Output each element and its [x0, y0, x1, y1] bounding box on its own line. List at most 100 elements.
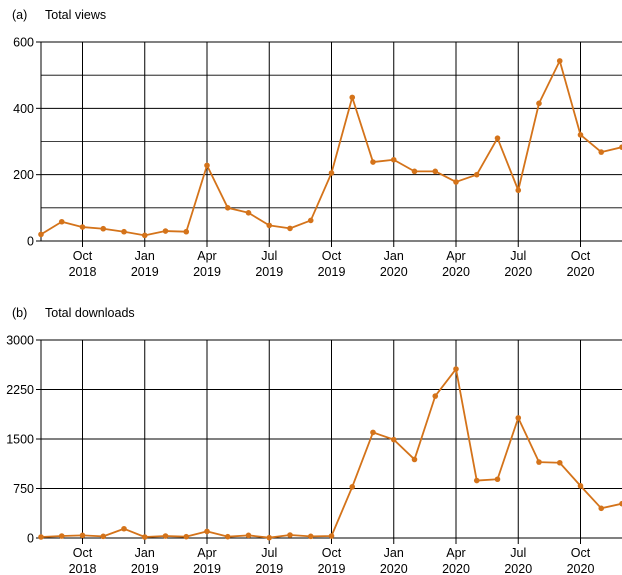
data-point [287, 532, 293, 538]
data-point [307, 217, 314, 224]
data-point [619, 500, 622, 507]
data-point [183, 228, 190, 235]
data-point [224, 533, 231, 540]
data-point [58, 218, 65, 225]
data-point [619, 144, 622, 150]
data-point [411, 456, 418, 463]
x-tick-label-month: Jan [135, 546, 155, 560]
y-tick-label: 400 [13, 102, 34, 116]
x-tick-label-month: Apr [197, 249, 216, 263]
data-point [390, 436, 397, 443]
data-point [162, 533, 169, 539]
data-point [204, 528, 210, 535]
data-point [556, 58, 563, 64]
chart-title: Total downloads [45, 306, 135, 320]
data-point [494, 476, 501, 483]
x-tick-label-year: 2019 [318, 562, 346, 575]
x-tick-label-month: Apr [197, 546, 216, 560]
x-tick-label-year: 2020 [442, 562, 470, 575]
x-tick-label-year: 2018 [69, 562, 97, 575]
x-tick-label-month: Apr [446, 546, 465, 560]
data-point [536, 459, 542, 465]
data-point [266, 534, 273, 541]
data-point [536, 100, 542, 107]
x-tick-label-year: 2020 [567, 562, 595, 575]
x-tick-label-year: 2019 [193, 265, 221, 279]
x-tick-label-year: 2019 [255, 265, 283, 279]
data-point [515, 187, 522, 194]
x-tick-label-month: Apr [446, 249, 465, 263]
data-point [473, 477, 480, 484]
data-point [307, 533, 314, 540]
x-tick-label-month: Oct [571, 546, 591, 560]
data-point [224, 205, 231, 211]
x-tick-label-month: Oct [322, 249, 342, 263]
data-point [432, 393, 439, 399]
y-tick-label: 1500 [6, 433, 34, 447]
x-tick-label-year: 2020 [504, 562, 532, 575]
x-tick-label-month: Jul [510, 249, 526, 263]
chart-panel-b: (b) Total downloads 0 750 1500 2250 3000 Oct 201… [6, 306, 622, 575]
data-point [121, 228, 127, 235]
y-tick-label: 0 [27, 532, 34, 546]
data-point [370, 429, 376, 436]
data-point [162, 228, 169, 234]
data-point [370, 159, 376, 165]
x-tick-label-month: Oct [571, 249, 591, 263]
y-tick-label: 200 [13, 168, 34, 182]
data-point [79, 224, 86, 230]
data-point [390, 156, 397, 163]
x-tick-label-month: Oct [73, 546, 93, 560]
x-tick-label-month: Oct [73, 249, 93, 263]
chart-panel-a: (a) Total views 0 200 400 600 Oct 2018 Jan 2019 Ap… [12, 8, 622, 279]
x-tick-label-month: Oct [322, 546, 342, 560]
y-tick-label: 2250 [6, 383, 34, 397]
x-tick-label-month: Jul [261, 546, 277, 560]
data-point [577, 132, 584, 138]
panel-label: (b) [12, 306, 27, 320]
x-tick-label-year: 2020 [567, 265, 595, 279]
data-point [453, 366, 459, 372]
data-point [328, 533, 335, 539]
data-point [473, 171, 480, 178]
x-tick-label-year: 2019 [131, 562, 159, 575]
data-point [141, 534, 148, 540]
x-tick-label-month: Jan [384, 249, 404, 263]
data-point [58, 533, 65, 539]
data-point [328, 170, 335, 176]
x-tick-label-year: 2020 [380, 562, 408, 575]
data-point [598, 505, 605, 512]
data-point [515, 415, 522, 421]
x-tick-label-year: 2018 [69, 265, 97, 279]
x-tick-label-month: Jan [135, 249, 155, 263]
data-point [411, 168, 418, 175]
x-tick-label-year: 2019 [255, 562, 283, 575]
x-tick-label-year: 2019 [131, 265, 159, 279]
data-point [432, 168, 439, 175]
data-point [494, 135, 501, 141]
x-tick-label-month: Jan [384, 546, 404, 560]
data-point [100, 533, 107, 540]
data-point [183, 533, 190, 540]
y-tick-label: 3000 [6, 334, 34, 348]
data-point [453, 179, 459, 185]
y-tick-label: 750 [13, 482, 34, 496]
data-point [245, 532, 252, 539]
x-tick-label-year: 2019 [193, 562, 221, 575]
data-point [204, 162, 210, 169]
data-point [141, 232, 148, 239]
chart-title: Total views [45, 8, 106, 22]
data-point [598, 149, 605, 155]
data-point [349, 484, 356, 490]
x-tick-label-year: 2019 [318, 265, 346, 279]
x-tick-label-year: 2020 [504, 265, 532, 279]
data-point [266, 222, 273, 229]
data-point [287, 225, 293, 232]
data-point [100, 225, 107, 232]
x-tick-label-year: 2020 [380, 265, 408, 279]
data-point [556, 459, 563, 466]
data-point [577, 483, 584, 489]
data-point [79, 532, 86, 539]
x-tick-label-month: Jul [510, 546, 526, 560]
x-tick-label-month: Jul [261, 249, 277, 263]
